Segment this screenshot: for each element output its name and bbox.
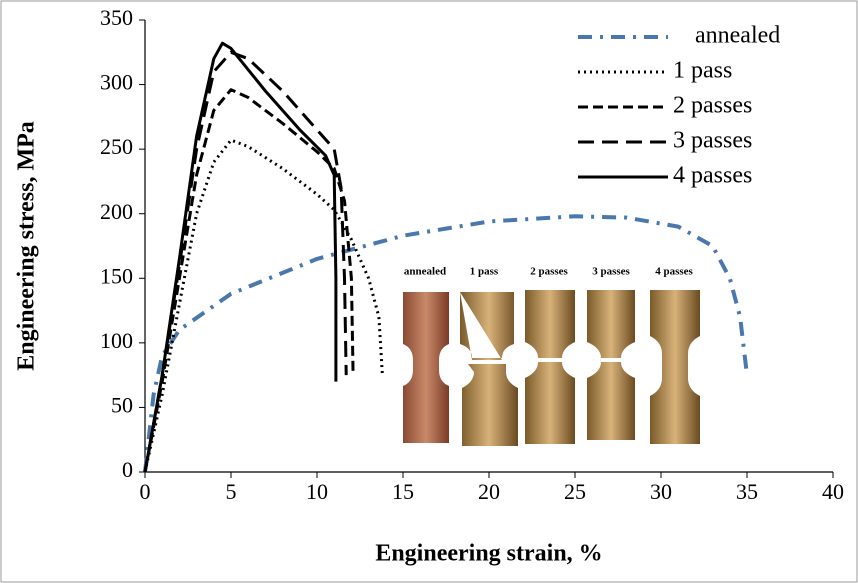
x-tick-label: 40 <box>822 479 844 504</box>
inset-label: 3 passes <box>592 266 630 278</box>
data-line <box>143 41 338 473</box>
specimen <box>587 290 635 440</box>
inset-label: 2 passes <box>530 266 568 278</box>
legend-label: annealed <box>695 23 780 49</box>
specimen <box>650 290 700 444</box>
y-tick-label: 100 <box>100 328 133 353</box>
y-tick-label: 300 <box>100 70 133 95</box>
y-axis-label: Engineering stress, MPa <box>14 121 40 371</box>
y-tick-label: 50 <box>111 392 133 417</box>
x-tick-label: 25 <box>564 479 586 504</box>
x-tick-label: 30 <box>650 479 672 504</box>
inset-photo <box>398 285 703 449</box>
specimen <box>525 290 575 444</box>
specimen <box>403 292 449 443</box>
inset-label: 4 passes <box>655 266 693 278</box>
y-tick-label: 200 <box>100 199 133 224</box>
x-axis-label: Engineering strain, % <box>375 541 602 567</box>
x-tick-label: 20 <box>478 479 500 504</box>
data-line <box>143 214 749 473</box>
x-tick-label: 35 <box>736 479 758 504</box>
legend-label: 1 pass <box>673 58 732 84</box>
x-tick-label: 10 <box>306 479 328 504</box>
x-tick-label: 15 <box>392 479 414 504</box>
legend-label: 4 passes <box>673 163 752 189</box>
data-line <box>143 138 384 473</box>
y-tick-label: 350 <box>100 5 133 30</box>
inset-label: 1 pass <box>470 266 499 278</box>
x-tick-label: 0 <box>140 479 151 504</box>
y-tick-label: 150 <box>100 263 133 288</box>
inset-label: annealed <box>404 266 446 278</box>
data-line <box>143 88 355 473</box>
x-tick-label: 5 <box>226 479 237 504</box>
y-tick-label: 250 <box>100 134 133 159</box>
legend-label: 2 passes <box>673 93 752 119</box>
specimen <box>460 292 518 446</box>
y-tick-label: 0 <box>122 457 133 482</box>
data-line <box>143 50 348 473</box>
legend-label: 3 passes <box>673 128 752 154</box>
